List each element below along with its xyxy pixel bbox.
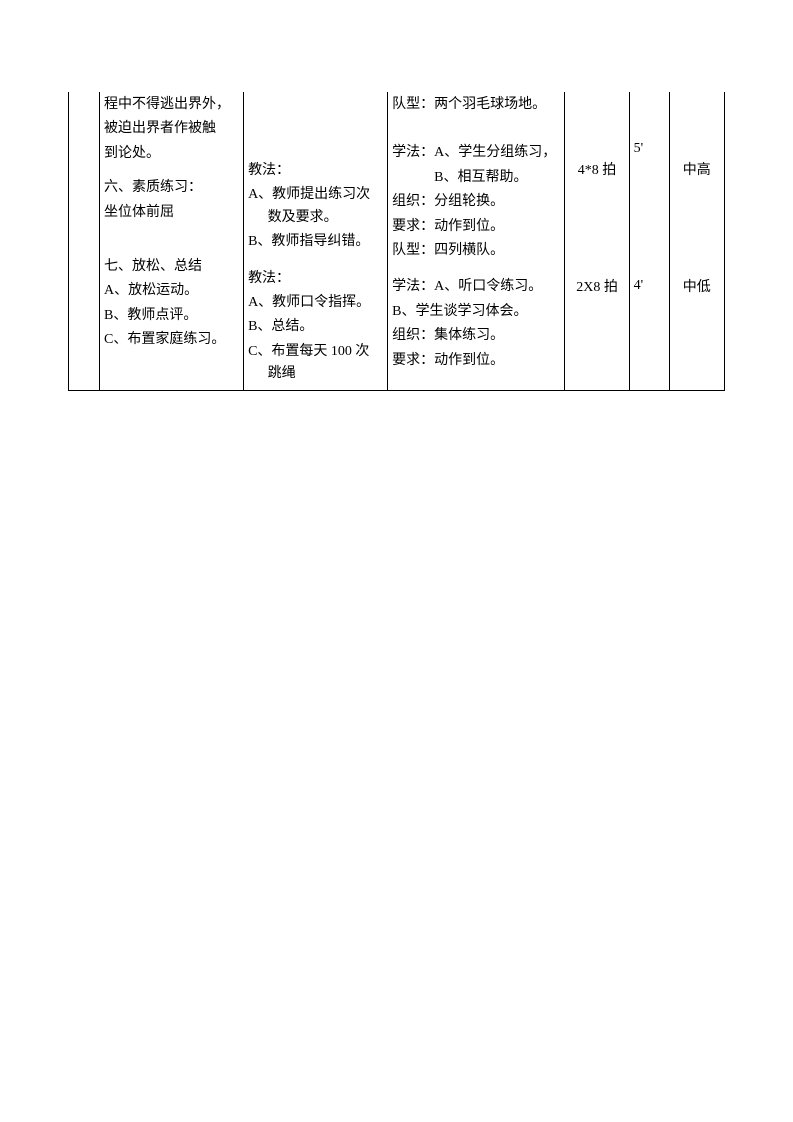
- text: A、放松运动。: [104, 280, 239, 302]
- text: B、教师指导纠错。: [248, 231, 383, 253]
- text: 六、素质练习：: [104, 177, 239, 199]
- text: 2X8 拍: [569, 277, 624, 299]
- text: 组织：集体练习。: [392, 325, 560, 347]
- cell-content: 程中不得逃出界外， 被迫出界者作被触 到论处。 六、素质练习： 坐位体前屈 七、…: [100, 92, 244, 390]
- cell-org: 队型：两个羽毛球场地。 学法：A、学生分组练习， B、相互帮助。 组织：分组轮换…: [388, 92, 565, 390]
- text: 组织：分组轮换。: [392, 191, 560, 213]
- text: C、布置家庭练习。: [104, 329, 239, 351]
- text: 要求：动作到位。: [392, 216, 560, 238]
- text: 坐位体前屈: [104, 202, 239, 224]
- text: 中低: [674, 277, 720, 299]
- lesson-plan-table: 程中不得逃出界外， 被迫出界者作被触 到论处。 六、素质练习： 坐位体前屈 七、…: [68, 92, 725, 391]
- text: 5': [634, 138, 665, 160]
- text: 中高: [674, 160, 720, 182]
- text: 学法：A、听口令练习。: [392, 276, 560, 298]
- text: B、教师点评。: [104, 305, 239, 327]
- text: B、相互帮助。: [392, 167, 560, 189]
- text: 被迫出界者作被触: [104, 118, 239, 140]
- text: 要求：动作到位。: [392, 350, 560, 372]
- text: 4': [634, 275, 665, 297]
- text: 4*8 拍: [569, 160, 624, 182]
- text: 七、放松、总结: [104, 256, 239, 278]
- text: 队型：两个羽毛球场地。: [392, 94, 560, 116]
- text: B、总结。: [248, 316, 383, 338]
- text: A、教师口令指挥。: [248, 292, 383, 314]
- text: B、学生谈学习体会。: [392, 301, 560, 323]
- cell-intensity: 中高 中低: [669, 92, 724, 390]
- cell-time: 5' 4': [629, 92, 669, 390]
- table-row: 程中不得逃出界外， 被迫出界者作被触 到论处。 六、素质练习： 坐位体前屈 七、…: [69, 92, 725, 390]
- text: A、教师提出练习次数及要求。: [248, 184, 383, 229]
- text: 学法：A、学生分组练习，: [392, 142, 560, 164]
- text: 程中不得逃出界外，: [104, 94, 239, 116]
- text: 队型：四列横队。: [392, 240, 560, 262]
- cell-reps: 4*8 拍 2X8 拍: [565, 92, 629, 390]
- cell-method: 教法： A、教师提出练习次数及要求。 B、教师指导纠错。 教法： A、教师口令指…: [244, 92, 388, 390]
- text: C、布置每天 100 次跳绳: [248, 341, 383, 386]
- text: 到论处。: [104, 143, 239, 165]
- cell-stage: [69, 92, 100, 390]
- text: 教法：: [248, 160, 383, 182]
- text: 教法：: [248, 268, 383, 290]
